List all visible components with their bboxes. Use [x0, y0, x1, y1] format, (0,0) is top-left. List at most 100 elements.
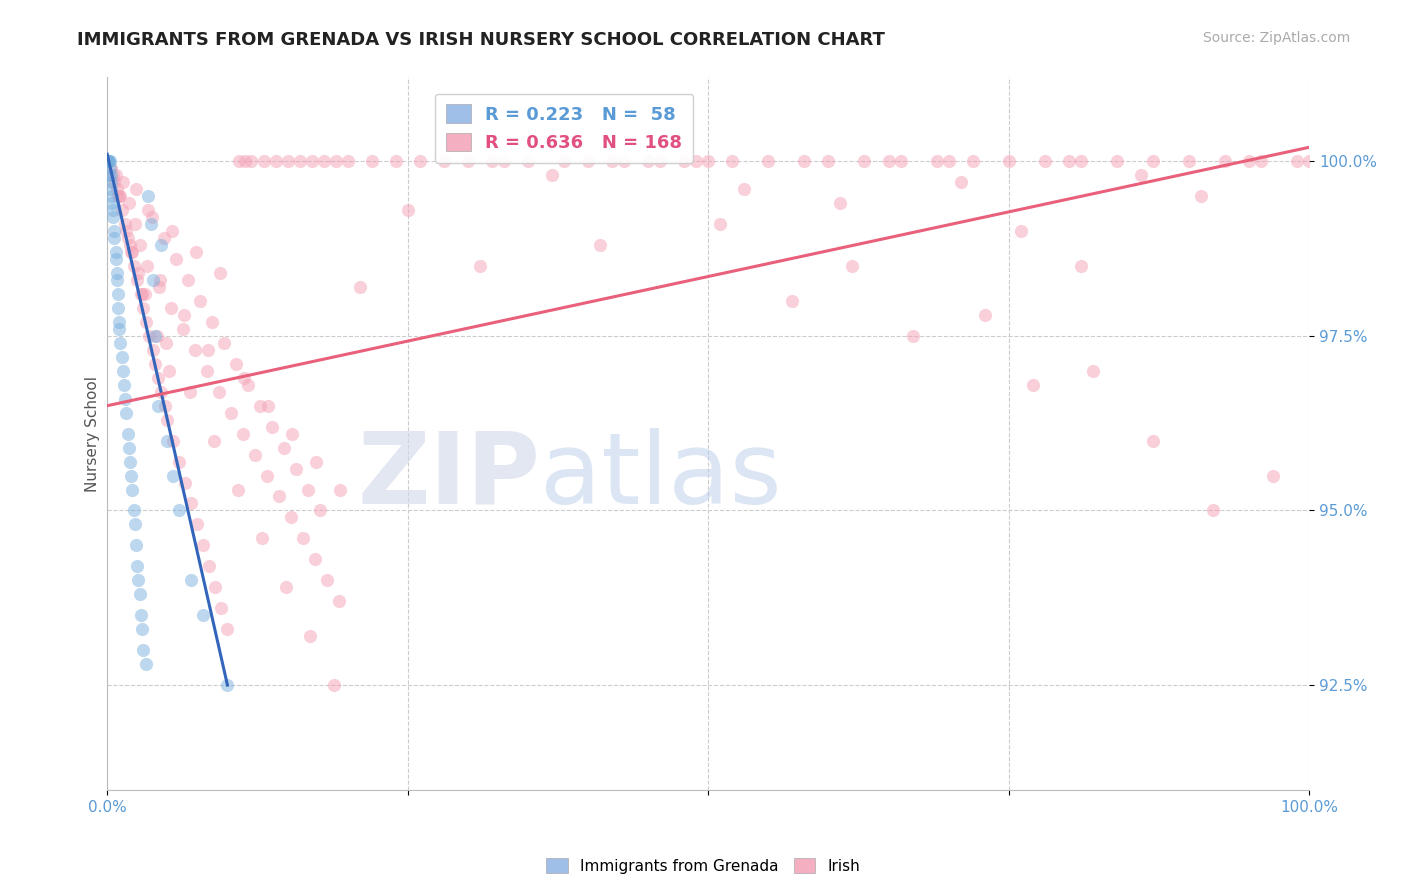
Point — [280, 510, 302, 524]
Point — [433, 154, 456, 169]
Point — [325, 154, 347, 169]
Point — [830, 196, 852, 211]
Point — [233, 371, 256, 385]
Point — [97, 154, 120, 169]
Point — [103, 175, 125, 189]
Point — [232, 426, 254, 441]
Point — [146, 399, 169, 413]
Point — [139, 217, 162, 231]
Point — [292, 532, 315, 546]
Point — [122, 259, 145, 273]
Point — [316, 574, 339, 588]
Point — [107, 287, 129, 301]
Point — [135, 315, 157, 329]
Point — [217, 622, 239, 636]
Point — [136, 189, 159, 203]
Point — [235, 154, 257, 169]
Point — [112, 377, 135, 392]
Point — [197, 343, 219, 357]
Point — [104, 245, 127, 260]
Y-axis label: Nursery School: Nursery School — [86, 376, 100, 491]
Point — [121, 483, 143, 497]
Point — [1129, 168, 1152, 182]
Point — [589, 238, 612, 252]
Point — [328, 594, 350, 608]
Point — [131, 622, 153, 636]
Point — [1202, 503, 1225, 517]
Point — [117, 426, 139, 441]
Point — [128, 574, 150, 588]
Point — [1142, 154, 1164, 169]
Point — [756, 154, 779, 169]
Point — [104, 252, 127, 266]
Point — [243, 448, 266, 462]
Point — [162, 434, 184, 448]
Point — [938, 154, 960, 169]
Point — [576, 154, 599, 169]
Point — [481, 154, 503, 169]
Point — [1081, 364, 1104, 378]
Point — [108, 322, 131, 336]
Point — [226, 483, 249, 497]
Point — [108, 189, 131, 203]
Point — [156, 412, 179, 426]
Point — [103, 203, 125, 218]
Point — [260, 419, 283, 434]
Point — [188, 293, 211, 308]
Point — [111, 350, 134, 364]
Point — [114, 392, 136, 406]
Point — [149, 273, 172, 287]
Point — [173, 308, 195, 322]
Point — [104, 168, 127, 182]
Point — [107, 189, 129, 203]
Point — [301, 154, 323, 169]
Point — [120, 454, 142, 468]
Point — [142, 343, 165, 357]
Point — [98, 154, 121, 169]
Point — [299, 629, 322, 643]
Point — [336, 154, 359, 169]
Point — [637, 154, 659, 169]
Point — [212, 335, 235, 350]
Point — [925, 154, 948, 169]
Point — [492, 154, 515, 169]
Point — [240, 154, 263, 169]
Point — [1010, 224, 1032, 238]
Point — [125, 538, 148, 552]
Point — [131, 287, 153, 301]
Point — [111, 203, 134, 218]
Point — [101, 196, 124, 211]
Point — [312, 154, 335, 169]
Point — [252, 532, 274, 546]
Point — [396, 203, 419, 218]
Point — [997, 154, 1019, 169]
Point — [117, 231, 139, 245]
Point — [150, 238, 173, 252]
Point — [697, 154, 720, 169]
Point — [100, 168, 122, 182]
Legend: R = 0.223   N =  58, R = 0.636   N = 168: R = 0.223 N = 58, R = 0.636 N = 168 — [434, 94, 693, 163]
Point — [228, 154, 250, 169]
Point — [169, 454, 191, 468]
Point — [305, 454, 328, 468]
Point — [134, 287, 156, 301]
Point — [281, 426, 304, 441]
Point — [111, 364, 134, 378]
Point — [120, 468, 142, 483]
Point — [128, 587, 150, 601]
Point — [309, 503, 332, 517]
Point — [100, 161, 122, 176]
Point — [169, 503, 191, 517]
Point — [103, 231, 125, 245]
Point — [1057, 154, 1080, 169]
Point — [132, 643, 155, 657]
Point — [219, 406, 242, 420]
Point — [110, 335, 132, 350]
Point — [208, 384, 231, 399]
Point — [129, 287, 152, 301]
Point — [160, 301, 183, 315]
Point — [118, 441, 141, 455]
Point — [124, 217, 146, 231]
Point — [98, 168, 121, 182]
Point — [193, 538, 215, 552]
